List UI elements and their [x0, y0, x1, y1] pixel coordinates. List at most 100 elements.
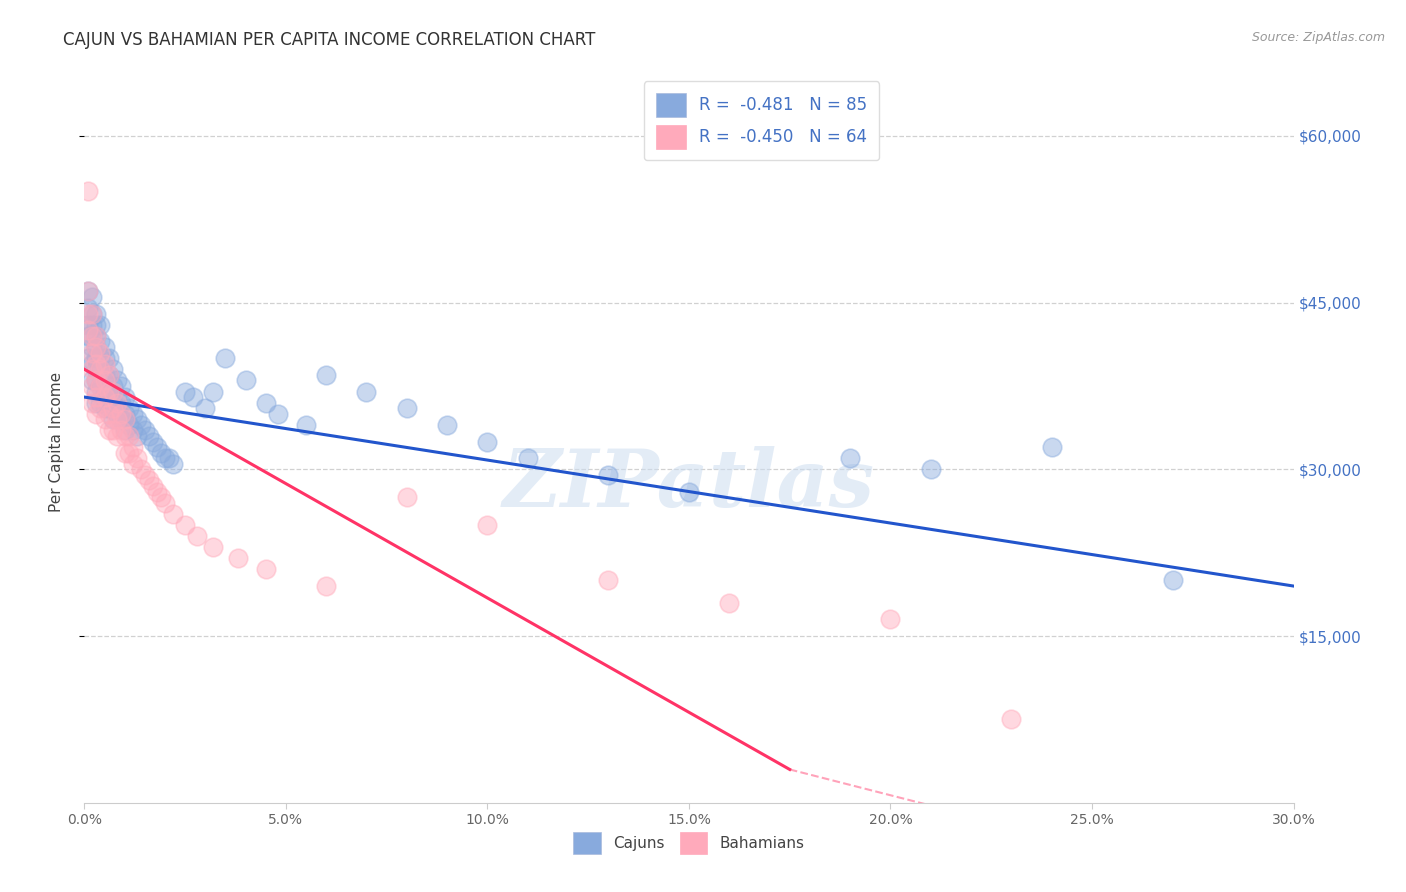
Point [97, 368, 120, 382]
Point [77, 329, 100, 343]
Point [134, 424, 156, 438]
Point [105, 412, 128, 426]
Point [97, 351, 120, 366]
Point [101, 379, 124, 393]
Point [153, 451, 176, 466]
Point [77, 318, 100, 332]
Point [129, 462, 152, 476]
Point [879, 612, 901, 626]
Point [295, 417, 318, 432]
Point [82, 345, 104, 359]
Point [82, 373, 104, 387]
Point [114, 445, 136, 459]
Point [226, 551, 249, 566]
Point [82, 307, 104, 321]
Point [142, 434, 165, 449]
Point [89, 345, 111, 359]
Point [82, 307, 104, 321]
Point [86, 329, 108, 343]
Point [86, 373, 108, 387]
Point [89, 401, 111, 416]
Point [110, 379, 132, 393]
Point [86, 340, 108, 354]
Point [86, 351, 108, 366]
Legend: Cajuns, Bahamians: Cajuns, Bahamians [567, 826, 811, 860]
Point [110, 395, 132, 409]
Point [254, 395, 277, 409]
Point [162, 507, 184, 521]
Point [93, 384, 115, 399]
Point [93, 390, 115, 404]
Point [89, 379, 111, 393]
Point [82, 329, 104, 343]
Point [97, 401, 120, 416]
Point [118, 445, 141, 459]
Point [89, 379, 111, 393]
Point [395, 401, 418, 416]
Point [114, 390, 136, 404]
Point [202, 384, 225, 399]
Point [181, 390, 204, 404]
Point [1161, 574, 1184, 588]
Point [114, 429, 136, 443]
Point [194, 401, 217, 416]
Point [395, 490, 418, 504]
Point [129, 417, 152, 432]
Point [125, 429, 148, 443]
Point [82, 340, 104, 354]
Point [93, 340, 115, 354]
Point [105, 373, 128, 387]
Point [598, 467, 620, 482]
Point [86, 390, 108, 404]
Point [77, 185, 100, 199]
Point [101, 384, 124, 399]
Point [146, 440, 169, 454]
Point [97, 424, 120, 438]
Point [214, 351, 236, 366]
Point [118, 429, 141, 443]
Point [110, 407, 132, 421]
Point [101, 362, 124, 376]
Point [93, 351, 115, 366]
Point [93, 401, 115, 416]
Point [174, 517, 197, 532]
Point [97, 384, 120, 399]
Point [118, 417, 141, 432]
Point [121, 440, 143, 454]
Point [125, 451, 148, 466]
Point [82, 357, 104, 371]
Point [718, 596, 741, 610]
Point [77, 301, 100, 315]
Point [162, 457, 184, 471]
Text: CAJUN VS BAHAMIAN PER CAPITA INCOME CORRELATION CHART: CAJUN VS BAHAMIAN PER CAPITA INCOME CORR… [63, 31, 596, 49]
Point [97, 384, 120, 399]
Point [157, 451, 180, 466]
Point [82, 318, 104, 332]
Point [89, 395, 111, 409]
Point [82, 329, 104, 343]
Point [134, 467, 156, 482]
Point [105, 407, 128, 421]
Point [110, 424, 132, 438]
Point [97, 407, 120, 421]
Point [93, 412, 115, 426]
Point [267, 407, 290, 421]
Point [86, 395, 108, 409]
Point [86, 407, 108, 421]
Point [89, 334, 111, 349]
Point [125, 412, 148, 426]
Point [110, 412, 132, 426]
Point [93, 373, 115, 387]
Point [146, 484, 169, 499]
Point [138, 429, 160, 443]
Point [356, 384, 378, 399]
Point [82, 362, 104, 376]
Point [1040, 440, 1063, 454]
Point [149, 490, 172, 504]
Text: ZIPatlas: ZIPatlas [503, 446, 875, 524]
Point [101, 401, 124, 416]
Point [202, 540, 225, 554]
Point [93, 368, 115, 382]
Point [315, 368, 337, 382]
Point [105, 395, 128, 409]
